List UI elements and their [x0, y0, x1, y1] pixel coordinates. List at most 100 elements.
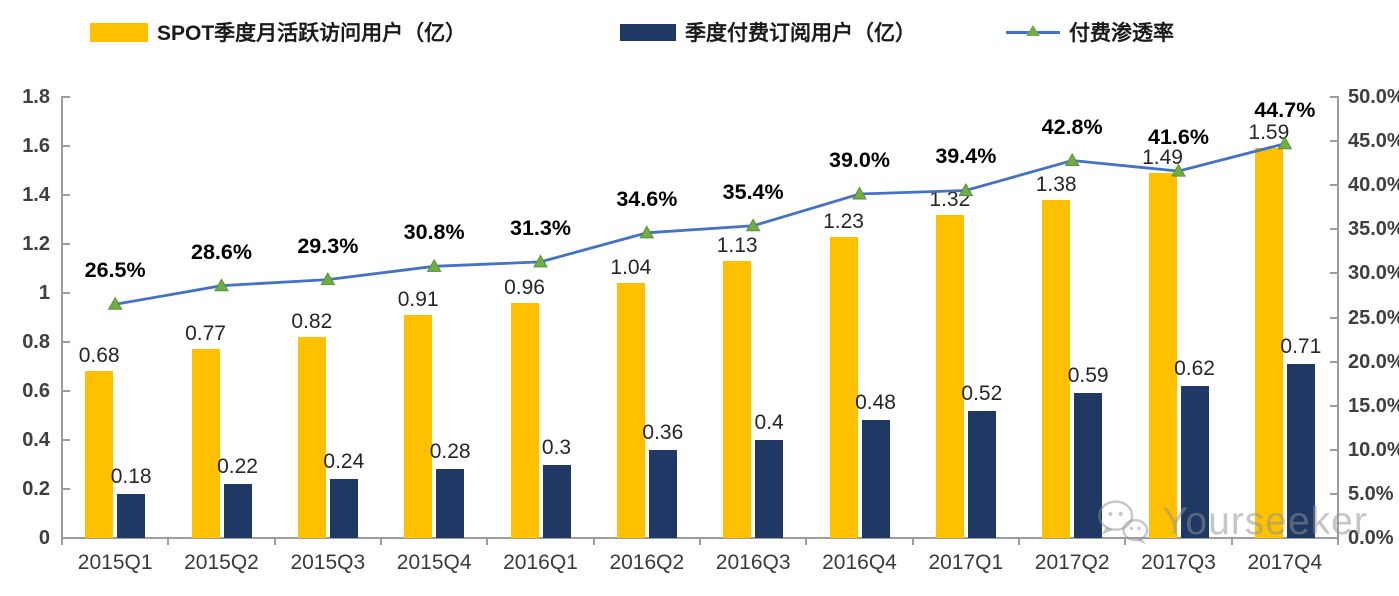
subs-bar — [329, 479, 358, 538]
mau-bar — [829, 236, 858, 538]
legend-item-subscribers: 季度付费订阅用户（亿） — [620, 18, 916, 46]
subs-bar — [117, 493, 146, 538]
subs-bar — [755, 440, 784, 538]
penetration-marker — [745, 218, 761, 232]
subs-value-label: 0.3 — [541, 435, 572, 459]
y-axis-tick-label: 1.8 — [22, 86, 50, 108]
x-axis-label: 2017Q3 — [1141, 551, 1216, 574]
y-axis-tick — [61, 341, 70, 343]
penetration-marker — [852, 186, 867, 200]
y-axis-tick — [61, 194, 70, 196]
right-axis-tick-label: 15.0% — [1348, 394, 1399, 417]
wechat-icon — [1098, 500, 1149, 545]
subs-value-label: 0.59 — [1067, 364, 1109, 388]
subs-bar — [861, 420, 890, 538]
y-axis-tick — [61, 145, 70, 147]
y-axis-tick-label: 1 — [38, 282, 50, 304]
mau-bar — [191, 349, 220, 538]
right-axis-tick-label: 35.0% — [1348, 218, 1399, 241]
penetration-legend-label: 付费渗透率 — [1069, 22, 1174, 45]
right-axis-tick — [1330, 228, 1339, 231]
subs-bar — [967, 410, 996, 538]
x-axis-label: 2016Q4 — [822, 551, 897, 574]
penetration-value-label: 35.4% — [722, 179, 784, 204]
penetration-value-label: 31.3% — [510, 215, 571, 240]
subscribers-legend-swatch — [620, 23, 676, 41]
x-axis-label: 2017Q1 — [928, 551, 1004, 574]
watermark: Yourseeker — [1094, 496, 1368, 548]
penetration-value-label: 29.3% — [297, 233, 359, 258]
mau-value-label: 1.38 — [1035, 172, 1077, 196]
x-axis-tick — [805, 538, 808, 545]
y-axis-tick-label: 1.4 — [22, 184, 50, 206]
x-axis-tick — [1018, 538, 1020, 545]
penetration-value-label: 30.8% — [403, 220, 465, 245]
x-axis-label: 2015Q2 — [184, 551, 259, 574]
mau-bar — [297, 337, 326, 538]
subs-bar — [1180, 386, 1209, 538]
penetration-value-label: 26.5% — [84, 258, 146, 283]
penetration-value-label: 41.6% — [1148, 125, 1209, 150]
mau-bar — [85, 371, 114, 538]
penetration-value-label: 34.6% — [616, 186, 678, 211]
right-axis-tick-label: 50.0% — [1348, 86, 1399, 108]
mau-bar — [1148, 172, 1177, 538]
subs-value-label: 0.62 — [1174, 357, 1215, 381]
y-axis-tick — [61, 96, 70, 98]
subscribers-legend-label: 季度付费订阅用户（亿） — [685, 22, 916, 45]
x-axis-label: 2015Q3 — [290, 551, 366, 574]
mau-value-label: 0.68 — [78, 344, 120, 368]
penetration-marker — [107, 296, 123, 310]
x-axis-label: 2016Q1 — [503, 551, 578, 574]
right-axis-tick-label: 40.0% — [1348, 174, 1399, 197]
mau-value-label: 0.96 — [504, 275, 545, 299]
penetration-marker — [639, 225, 655, 239]
legend-item-mau: SPOT季度月活跃访问用户（亿） — [90, 18, 466, 46]
mau-bar — [404, 315, 433, 538]
x-axis-tick — [1124, 538, 1127, 545]
subs-bar — [436, 469, 465, 538]
mau-value-label: 1.13 — [716, 234, 758, 258]
penetration-marker — [1064, 152, 1080, 167]
mau-value-label: 0.77 — [185, 322, 226, 346]
right-axis-tick-label: 20.0% — [1348, 350, 1399, 373]
mau-value-label: 0.82 — [291, 310, 333, 334]
y-axis-tick-label: 0.6 — [22, 380, 50, 402]
y-axis-tick-label: 1.2 — [22, 233, 50, 255]
right-axis-tick — [1330, 96, 1339, 98]
penetration-marker — [533, 254, 548, 268]
right-axis-tick — [1330, 140, 1339, 143]
x-axis-label: 2017Q4 — [1247, 551, 1323, 574]
x-axis-label: 2016Q3 — [715, 551, 791, 574]
mau-value-label: 1.23 — [823, 209, 864, 233]
y-axis-tick — [61, 390, 70, 392]
penetration-value-label: 39.4% — [935, 144, 997, 169]
x-axis-tick — [911, 538, 914, 545]
subs-value-label: 0.36 — [642, 420, 684, 444]
right-axis-tick — [1330, 272, 1339, 275]
x-axis-tick — [486, 538, 489, 545]
right-axis-tick-label: 25.0% — [1348, 306, 1399, 329]
subs-value-label: 0.71 — [1280, 335, 1322, 359]
mau-bar — [723, 261, 752, 538]
x-axis-label: 2017Q2 — [1034, 551, 1110, 574]
right-axis-tick-label: 45.0% — [1348, 130, 1399, 153]
subs-bar — [223, 484, 252, 538]
mau-legend-swatch — [90, 22, 148, 42]
y-axis-tick — [61, 292, 70, 294]
penetration-value-label: 28.6% — [191, 239, 252, 264]
mau-legend-label: SPOT季度月活跃访问用户（亿） — [157, 22, 467, 45]
subs-value-label: 0.4 — [754, 411, 784, 434]
subs-value-label: 0.24 — [323, 450, 365, 474]
y-axis-tick — [61, 243, 70, 245]
x-axis-tick — [273, 538, 276, 545]
x-axis-label: 2016Q2 — [609, 551, 685, 574]
y-axis-tick-label: 0.2 — [22, 478, 50, 500]
y-axis-tick-label: 1.6 — [22, 135, 50, 157]
penetration-marker — [214, 278, 229, 292]
x-axis-tick — [1337, 538, 1339, 545]
subs-value-label: 0.22 — [217, 455, 258, 479]
penetration-marker — [320, 272, 336, 286]
right-axis-tick — [1330, 537, 1339, 539]
